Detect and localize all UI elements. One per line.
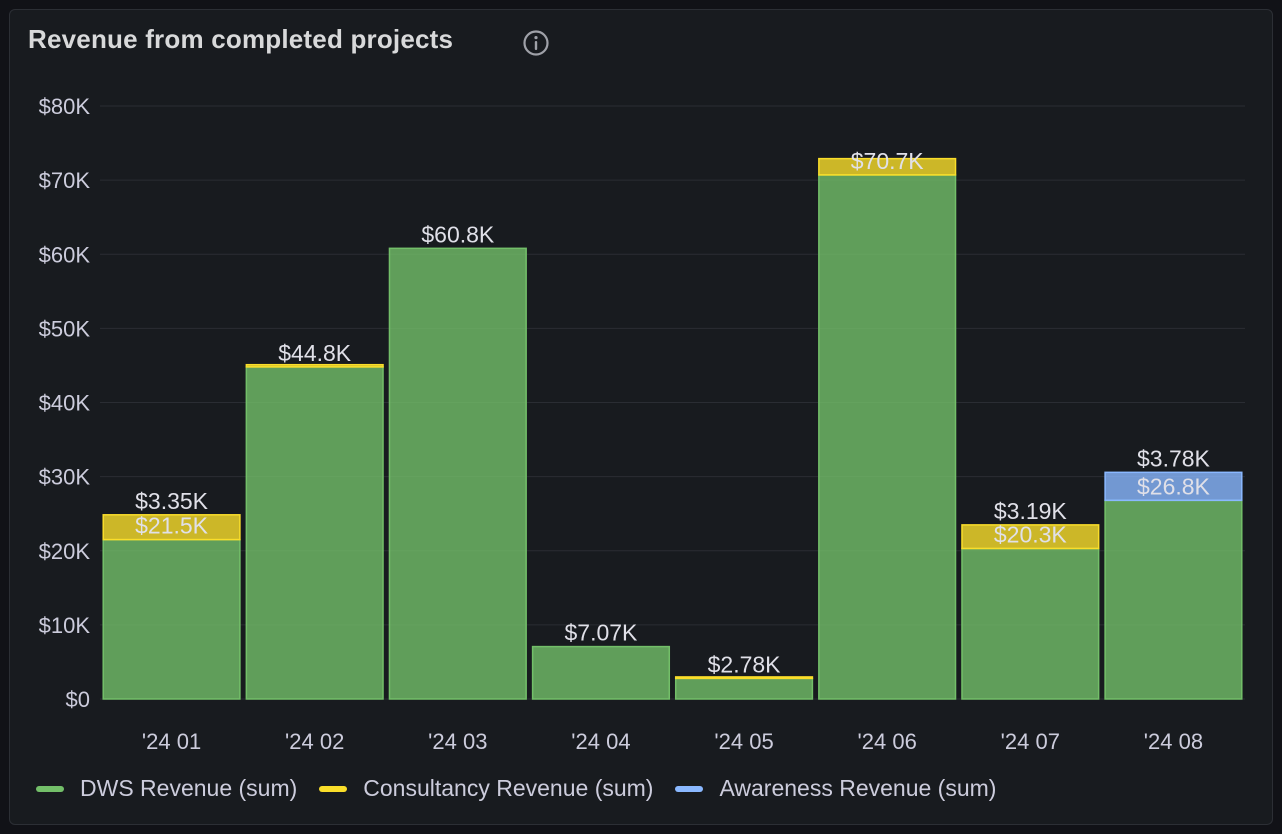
legend-item-dws[interactable]: DWS Revenue (sum) — [36, 775, 297, 802]
bar-segment — [1104, 499, 1243, 700]
y-tick-label: $60K — [39, 242, 91, 267]
panel-title: Revenue from completed projects — [28, 24, 454, 54]
bar-segment — [1104, 471, 1243, 502]
info-circle-icon[interactable] — [522, 29, 550, 57]
bar-segment — [245, 363, 384, 368]
x-tick-label: '24 06 — [858, 729, 917, 754]
bar-segment — [531, 645, 671, 700]
bar-segment — [818, 174, 957, 700]
bar-segment — [818, 157, 957, 176]
bar-segment — [674, 677, 814, 700]
legend-swatch-awareness — [675, 785, 704, 792]
bar-value-label: $70.7K — [851, 148, 925, 174]
x-tick-label: '24 04 — [571, 729, 630, 754]
x-tick-label: '24 08 — [1144, 729, 1203, 754]
y-tick-label: $10K — [39, 613, 91, 638]
bar-value-label: $7.07K — [564, 620, 638, 646]
y-tick-label: $30K — [39, 465, 91, 490]
bar-value-label: $20.3K — [994, 522, 1068, 548]
bar-segment — [102, 538, 241, 700]
x-tick-label: '24 01 — [142, 729, 201, 754]
legend-swatch-consultancy — [319, 785, 348, 792]
x-tick-label: '24 03 — [428, 729, 487, 754]
bar-value-label: $2.78K — [708, 651, 782, 677]
bar-value-label: $3.78K — [1137, 445, 1211, 471]
x-tick-label: '24 07 — [1001, 729, 1060, 754]
legend-item-consultancy[interactable]: Consultancy Revenue (sum) — [319, 775, 653, 802]
bar-segment — [961, 547, 1100, 700]
legend-label-consultancy: Consultancy Revenue (sum) — [363, 775, 654, 801]
bar-value-label: $3.35K — [135, 488, 209, 514]
bar-segment — [961, 524, 1100, 550]
legend: DWS Revenue (sum) Consultancy Revenue (s… — [36, 775, 1018, 802]
bar-segment — [102, 514, 241, 541]
y-tick-label: $40K — [39, 391, 91, 416]
legend-label-dws: DWS Revenue (sum) — [80, 775, 298, 801]
legend-swatch-dws — [36, 785, 64, 792]
bar-value-label: $60.8K — [421, 221, 495, 247]
legend-item-awareness[interactable]: Awareness Revenue (sum) — [675, 775, 996, 802]
y-tick-label: $20K — [39, 539, 91, 564]
y-tick-label: $70K — [39, 168, 91, 193]
y-tick-label: $50K — [39, 316, 91, 341]
bar-segment — [245, 366, 384, 700]
bar-segment — [388, 247, 527, 700]
y-tick-label: $80K — [39, 94, 91, 119]
bar-value-label: $44.8K — [278, 340, 352, 366]
bar-value-label: $21.5K — [135, 513, 209, 539]
bar-value-label: $26.8K — [1137, 473, 1211, 499]
bar-segment — [674, 676, 814, 680]
legend-label-awareness: Awareness Revenue (sum) — [719, 775, 997, 801]
bar-value-label: $3.19K — [994, 498, 1068, 524]
x-tick-label: '24 05 — [714, 729, 773, 754]
y-tick-label: $0 — [66, 687, 90, 712]
x-tick-label: '24 02 — [285, 729, 344, 754]
